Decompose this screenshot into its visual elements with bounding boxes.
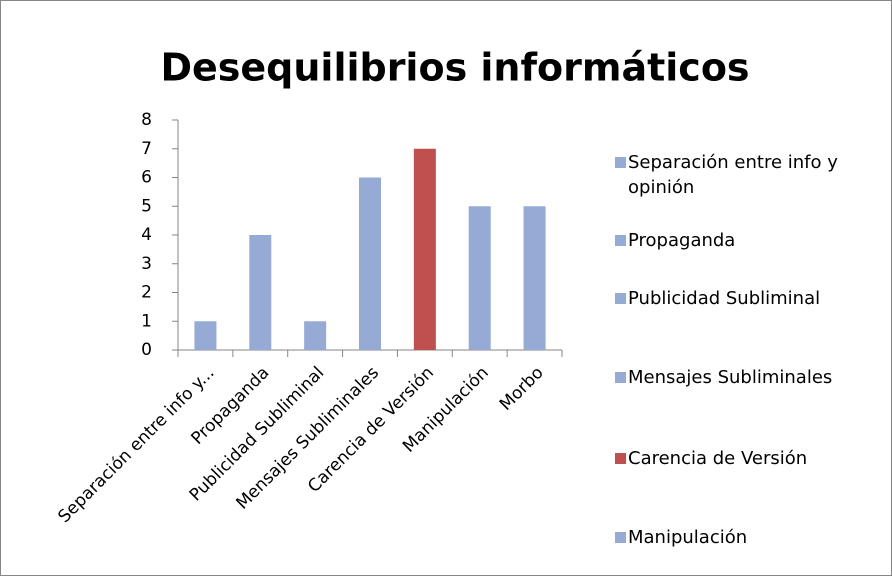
- legend-swatch: [615, 453, 626, 464]
- bar: [468, 206, 491, 350]
- y-tick-label: 7: [141, 139, 152, 159]
- bar: [249, 235, 272, 350]
- chart-title: Desequilibrios informáticos: [160, 46, 749, 90]
- y-tick-label: 4: [141, 225, 152, 245]
- legend-entry: Publicidad Subliminal: [628, 288, 821, 309]
- y-tick-label: 1: [141, 311, 152, 331]
- legend-label: Carencia de Versión: [628, 448, 808, 469]
- bar: [413, 148, 436, 350]
- legend-label: Separación entre info y opinión: [628, 152, 838, 198]
- legend-entry: Separación entre info y opinión: [628, 152, 838, 198]
- bar: [194, 321, 217, 350]
- legend-label: Propaganda: [628, 230, 736, 251]
- legend-swatch: [615, 293, 626, 304]
- legend-label: Mensajes Subliminales: [628, 367, 833, 388]
- legend-swatch: [615, 235, 626, 246]
- bar: [359, 177, 381, 350]
- y-tick-label: 5: [141, 196, 152, 216]
- legend-swatch: [615, 532, 626, 543]
- legend-entry: Propaganda: [628, 230, 736, 251]
- y-tick-label: 2: [141, 283, 152, 303]
- y-tick-label: 0: [141, 340, 152, 360]
- legend-label: Publicidad Subliminal: [628, 288, 821, 309]
- y-tick-label: 3: [141, 254, 152, 274]
- legend-swatch: [615, 157, 626, 168]
- legend-entry: Mensajes Subliminales: [628, 367, 833, 388]
- bar: [523, 206, 546, 350]
- legend-swatch: [615, 372, 626, 383]
- legend-label: Manipulación: [628, 527, 748, 548]
- legend-entry: Manipulación: [628, 527, 748, 548]
- y-tick-label: 8: [141, 110, 152, 130]
- y-tick-label: 6: [141, 168, 152, 188]
- bar: [304, 321, 327, 350]
- legend-entry: Carencia de Versión: [628, 448, 808, 469]
